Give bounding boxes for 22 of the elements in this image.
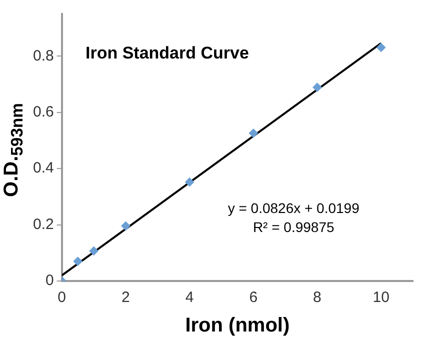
x-tick-label: 0 [58,289,66,306]
text: Iron Standard Curve [85,44,249,63]
y-tick-label: 0.6 [32,104,54,121]
point [248,128,258,138]
x-axis-title: Iron (nmol) [185,314,290,337]
point [185,178,194,187]
x-tick-label: 8 [313,289,322,306]
y-tick-label: 0.8 [32,47,54,64]
x-tick-label: 6 [249,289,258,306]
annotation: R² = 0.99875 [252,218,334,235]
annotation: y = 0.0826x + 0.0199 [228,200,360,216]
x-tick-label: 4 [185,289,194,306]
x-tick-label: 2 [122,289,130,306]
point [376,42,386,52]
y-tick-label: 0 [46,272,54,290]
point [73,256,82,266]
point [312,82,322,92]
point [89,246,98,256]
y-tick-label: 0.4 [32,160,54,177]
point [121,221,130,230]
x-tick-label: 10 [372,289,390,306]
y-tick-label: 0.2 [32,216,54,233]
